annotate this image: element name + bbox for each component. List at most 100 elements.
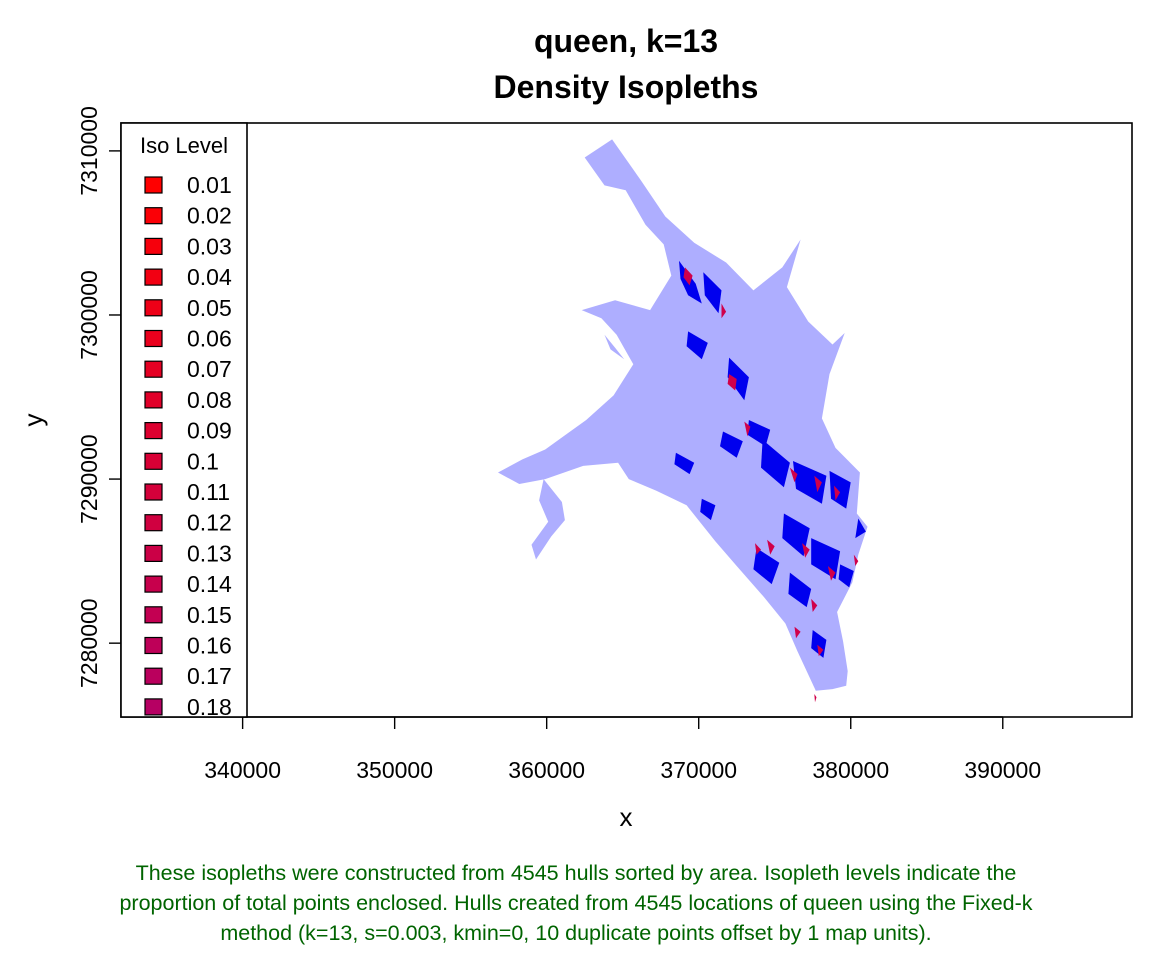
legend-swatch [144,391,163,409]
legend-item: 0.13 [144,540,232,566]
legend-label: 0.09 [187,418,232,444]
legend-swatch [144,698,163,716]
legend-label: 0.08 [187,387,232,413]
legend-label: 0.11 [187,479,230,505]
isopleth-patch [727,374,737,391]
x-tick-label: 380000 [812,757,889,783]
y-tick-label: 7290000 [76,434,102,524]
legend-item: 0.14 [144,571,232,597]
isopleth-patch [827,566,836,581]
legend-swatch [144,422,163,440]
legend-label: 0.14 [187,571,232,597]
legend-title: Iso Level [140,133,228,158]
isopleth-patch [811,598,818,612]
isopleth-patch [834,485,841,501]
legend-label: 0.04 [187,264,232,290]
legend-item: 0.03 [144,233,232,259]
isopleth-patch [794,626,801,639]
isopleth-patch [817,644,824,657]
legend-label: 0.07 [187,356,232,382]
chart-subtitle: Density Isopleths [494,69,759,105]
legend: Iso Level 0.010.020.030.040.050.060.070.… [120,122,248,720]
legend-item: 0.08 [144,387,232,413]
isopleth-patch [829,470,851,509]
legend-swatch [144,207,163,225]
isopleth-patch [802,543,810,558]
legend-label: 0.18 [187,694,232,720]
isopleth-patch [744,421,751,437]
isopleth-patch [674,452,695,475]
isopleth-patch [753,548,780,585]
legend-item: 0.18 [144,694,232,720]
y-axis-label: y [18,414,48,427]
isopleth-outer [498,139,868,691]
legend-swatch [144,176,163,194]
isopleth-polygon [498,139,868,691]
isopleth-patch [789,467,798,483]
legend-item: 0.15 [144,602,232,628]
legend-label: 0.16 [187,633,232,659]
legend-label: 0.12 [187,510,232,536]
x-tick-label: 340000 [204,757,281,783]
legend-swatch [144,299,163,317]
legend-item: 0.16 [144,633,232,659]
x-axis-label: x [620,802,633,832]
isopleth-patch [767,539,775,555]
legend-swatch [144,514,163,532]
isopleth-patch [793,461,827,504]
legend-label: 0.13 [187,540,232,566]
legend-item: 0.11 [144,479,230,505]
isopleth-patch [721,303,727,319]
caption: These isopleths were constructed from 45… [20,858,1132,948]
legend-item: 0.05 [144,295,232,321]
legend-swatch [144,544,163,563]
legend-item: 0.17 [144,663,232,689]
isopleth-patch [703,272,722,314]
legend-label: 0.15 [187,602,232,628]
isopleth-patch [853,554,859,566]
legend-swatch [144,636,163,655]
legend-swatch [144,329,163,348]
legend-swatch [144,237,163,255]
x-tick-label: 370000 [660,757,737,783]
legend-label: 0.03 [187,233,232,259]
isopleth-patch [747,420,771,447]
isopleth-patch [720,431,743,458]
isopleth-patch [811,630,827,658]
isopleth-patch [838,564,854,588]
isopleth-patch [855,518,866,539]
legend-label: 0.02 [187,203,232,229]
legend-swatch [144,483,163,501]
plot-area [498,139,868,703]
legend-item: 0.01 [144,172,232,198]
chart-title: queen, k=13 [534,23,718,59]
legend-label: 0.17 [187,663,232,689]
legend-item: 0.09 [144,418,232,444]
y-tick-label: 7310000 [76,106,102,196]
isopleth-patch [755,543,761,555]
isopleth-patch [811,538,841,580]
legend-items: 0.01 0.02 0.03 0.04 0.05 0.06 0.07 0.08 0.09 0.1 0… [144,172,232,720]
caption-line-3: method (k=13, s=0.003, kmin=0, 10 duplic… [220,921,932,945]
legend-swatch [144,360,163,378]
x-axis: 340000 350000 360000 370000 380000 390000 [204,716,1041,783]
legend-item: 0.07 [144,356,232,382]
legend-swatch [144,606,163,624]
isopleth-patch [686,331,708,360]
legend-item: 0.02 [144,203,232,229]
isopleth-core [683,267,859,703]
legend-swatch [144,452,163,470]
isopleth-patch [788,572,812,608]
x-tick-label: 360000 [508,757,585,783]
caption-line-1: These isopleths were constructed from 45… [135,861,1017,885]
legend-swatch [144,667,163,685]
isopleth-patch [814,694,817,703]
x-tick-label: 350000 [356,757,433,783]
legend-label: 0.01 [187,172,232,198]
x-tick-label: 390000 [964,757,1041,783]
isopleth-patch [761,439,790,488]
legend-swatch [144,575,163,593]
y-tick-label: 7280000 [76,598,102,688]
isopleth-patch [814,475,822,493]
